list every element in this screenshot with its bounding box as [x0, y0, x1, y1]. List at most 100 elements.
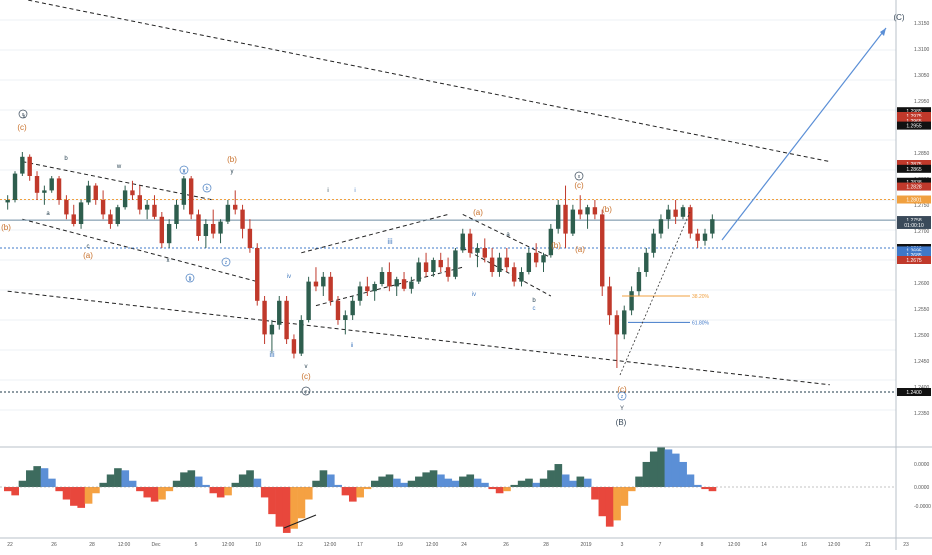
trend-channel-line	[315, 266, 463, 307]
candle-body	[291, 339, 297, 354]
osc-bar	[400, 482, 409, 487]
candle-body	[467, 233, 473, 253]
candle-body	[144, 204, 150, 210]
osc-bar	[158, 487, 166, 500]
wave-label: x	[167, 258, 170, 264]
osc-bar	[613, 487, 621, 521]
osc-bar	[114, 468, 122, 487]
candle-body	[188, 178, 194, 215]
osc-bar	[326, 474, 335, 487]
osc-bar	[561, 474, 570, 487]
osc-bar	[693, 484, 702, 487]
candle-body	[658, 219, 664, 234]
candle-body	[445, 267, 451, 277]
osc-bar	[642, 461, 651, 487]
time-tick-label: 28	[89, 542, 95, 548]
osc-bar	[591, 487, 599, 500]
osc-bar	[525, 478, 533, 487]
osc-bar	[70, 487, 78, 506]
candle-body	[122, 190, 128, 208]
osc-bar	[246, 470, 254, 487]
osc-bar	[238, 474, 247, 487]
osc-bar	[172, 480, 181, 487]
price-flag	[897, 216, 931, 225]
osc-bar	[84, 487, 93, 504]
time-tick-label: 7	[659, 542, 662, 548]
osc-bar	[459, 476, 467, 487]
osc-bar	[55, 487, 64, 492]
price-flag	[897, 388, 931, 396]
candle-body	[240, 209, 245, 229]
candle-body	[695, 233, 700, 241]
candle-body	[34, 176, 40, 193]
price-flag	[897, 164, 931, 173]
wave-circle-label: z	[225, 260, 228, 266]
osc-bar	[92, 487, 100, 494]
wave-label: b	[532, 298, 536, 304]
time-tick-label: 12:00	[728, 542, 741, 548]
time-tick-label: 14	[761, 542, 767, 548]
osc-bar	[143, 487, 152, 498]
candle-body	[526, 252, 532, 272]
candle-body	[409, 281, 414, 289]
wave-label: iv	[472, 292, 476, 298]
candle-body	[247, 228, 253, 248]
candle-body	[93, 185, 98, 200]
candle-body	[306, 281, 311, 320]
candle-body	[174, 204, 179, 224]
wave-label: iii	[387, 237, 393, 246]
candle-body	[5, 200, 10, 203]
osc-bar	[282, 487, 291, 533]
candle-body	[394, 279, 399, 287]
wave-circle-label: x	[22, 112, 25, 118]
osc-bar	[33, 466, 42, 487]
price-tick-label: 1.2450	[914, 359, 930, 365]
candle-body	[64, 200, 69, 215]
projection-arrow	[721, 27, 887, 241]
candle-body	[423, 262, 429, 272]
wave-circle-label: b	[189, 276, 192, 282]
price-flag	[897, 195, 931, 204]
osc-bar	[150, 487, 159, 502]
wave-circle	[202, 183, 212, 193]
time-tick-label: 12:00	[222, 542, 235, 548]
osc-tick-label: -0.0000	[914, 504, 931, 510]
candle-body	[438, 260, 443, 268]
osc-bar	[539, 478, 548, 487]
wave-label: iv	[287, 274, 291, 280]
wave-label: b	[64, 156, 68, 162]
candle-body	[343, 315, 348, 320]
candle-body	[42, 190, 47, 193]
wave-label: (b)	[227, 155, 237, 164]
time-tick-label: 26	[503, 542, 509, 548]
osc-bar	[312, 480, 320, 487]
time-tick-label: 23	[903, 542, 909, 548]
wave-label: (c)	[617, 385, 627, 394]
osc-bar	[371, 480, 379, 487]
guide-lines	[0, 0, 896, 393]
wave-label: w	[116, 164, 122, 170]
candle-body	[137, 195, 142, 210]
candle-body	[673, 209, 678, 217]
osc-bar	[253, 478, 262, 487]
wave-label: i	[354, 188, 355, 194]
candle-body	[328, 276, 333, 301]
time-tick-label: 24	[461, 542, 467, 548]
osc-bar	[473, 478, 482, 487]
price-flag-label: 1.2675	[906, 258, 922, 264]
candle-body	[225, 204, 231, 222]
candle-body	[644, 252, 649, 272]
osc-bar	[99, 482, 108, 487]
price-tick-label: 1.3050	[914, 73, 930, 79]
candle-body	[453, 250, 458, 277]
osc-bar	[583, 478, 592, 487]
osc-bar	[598, 487, 607, 517]
candle-body	[489, 257, 495, 272]
candle-body	[504, 257, 510, 268]
time-tick-label: 12:00	[118, 542, 131, 548]
candle-body	[372, 284, 377, 292]
osc-bar	[224, 487, 232, 496]
time-tick-label: 3	[621, 542, 624, 548]
